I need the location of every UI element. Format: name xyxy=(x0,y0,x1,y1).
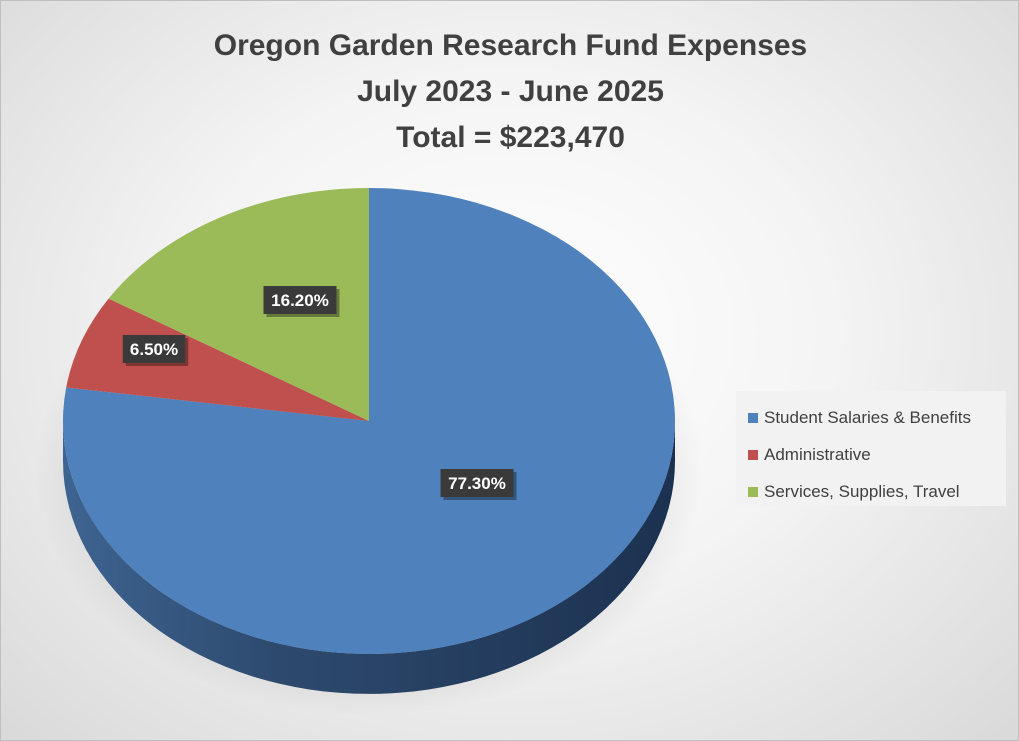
data-label-text-administrative: 6.50% xyxy=(130,340,178,359)
legend-swatch-student-salaries xyxy=(748,412,758,423)
chart-title-line-2: July 2023 - June 2025 xyxy=(357,75,664,108)
legend-label-services-supplies-travel: Services, Supplies, Travel xyxy=(764,481,960,501)
chart-title-line-3: Total = $223,470 xyxy=(396,121,625,154)
data-label-student-salaries-benefits: 77.30% xyxy=(440,469,517,500)
pie-slice-services-supplies-travel xyxy=(108,188,369,421)
legend-item-services-supplies-travel: Services, Supplies, Travel xyxy=(748,473,1006,510)
data-label-text-student-salaries-benefits: 77.30% xyxy=(448,474,506,493)
legend-item-student-salaries: Student Salaries & Benefits xyxy=(748,399,1006,436)
chart-title: Oregon Garden Research Fund Expenses Jul… xyxy=(1,23,1018,161)
legend-swatch-administrative xyxy=(748,449,758,460)
legend-label-student-salaries: Student Salaries & Benefits xyxy=(764,407,971,427)
legend-label-administrative: Administrative xyxy=(764,444,871,464)
legend-item-administrative: Administrative xyxy=(748,436,1006,473)
legend: Student Salaries & Benefits Administrati… xyxy=(736,391,1006,506)
data-label-administrative: 6.50% xyxy=(122,335,189,366)
pie-slice-student-salaries-benefits xyxy=(62,188,675,654)
legend-swatch-services-supplies-travel xyxy=(748,486,758,497)
pie-slice-administrative xyxy=(66,298,370,421)
chart-title-line-1: Oregon Garden Research Fund Expenses xyxy=(213,29,808,62)
data-label-services-supplies-travel: 16.20% xyxy=(263,286,340,317)
data-label-text-services-supplies-travel: 16.20% xyxy=(271,291,329,310)
pie-side-wall xyxy=(63,421,675,694)
